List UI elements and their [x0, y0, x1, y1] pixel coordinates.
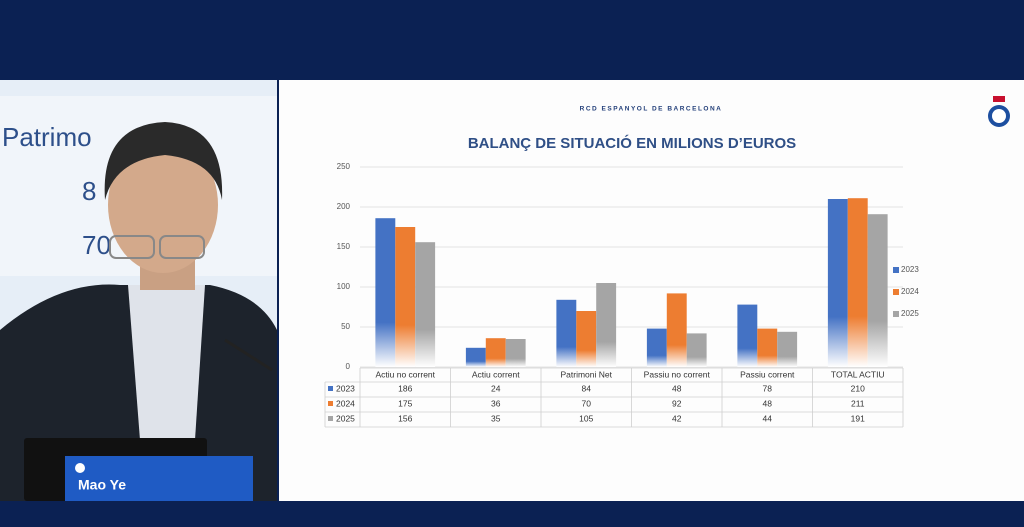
legend-label: 2023 [901, 265, 919, 274]
legend-swatch [893, 267, 899, 273]
shirt [128, 285, 205, 440]
table-value: 92 [672, 398, 682, 408]
bar [737, 304, 758, 367]
table-value: 191 [851, 413, 865, 423]
bar [556, 299, 577, 367]
bar [827, 199, 848, 367]
club-logo [988, 96, 1010, 127]
table-value: 44 [763, 413, 773, 423]
x-tick-label: Passiu no corrent [644, 369, 711, 379]
x-tick-label: TOTAL ACTIU [831, 369, 885, 379]
bar [395, 227, 416, 367]
table-value: 70 [582, 398, 592, 408]
table-value: 48 [672, 383, 682, 393]
bar [485, 338, 506, 367]
glasses [159, 235, 205, 259]
table-value: 84 [582, 383, 592, 393]
divider [277, 80, 279, 501]
backdrop-text: 70 [82, 230, 111, 260]
logo-inner [992, 109, 1006, 123]
table-value: 36 [491, 398, 501, 408]
bar [867, 214, 888, 367]
hair [104, 122, 223, 200]
x-tick-label: Actiu corrent [472, 369, 520, 379]
table-row-label: 2024 [336, 398, 355, 408]
microphone [224, 338, 273, 372]
table-value: 35 [491, 413, 501, 423]
bottom-band [0, 501, 1024, 527]
table-row-label: 2023 [336, 383, 355, 393]
legend-label: 2024 [901, 287, 919, 296]
table-value: 48 [763, 398, 773, 408]
bar [465, 347, 486, 367]
bar [375, 218, 396, 367]
table-swatch [328, 386, 333, 391]
video-feed: Patrimo 8 70 Mao Ye [0, 80, 277, 501]
tag-logo [75, 463, 85, 473]
table-value: 175 [398, 398, 412, 408]
bar [646, 328, 667, 367]
y-tick-label: 50 [341, 322, 350, 331]
bar [415, 242, 436, 367]
table-value: 24 [491, 383, 501, 393]
table-swatch [328, 401, 333, 406]
bar [757, 328, 778, 367]
head [108, 137, 218, 273]
table-row-label: 2025 [336, 413, 355, 423]
table-value: 78 [763, 383, 773, 393]
bar [505, 339, 526, 367]
glasses [109, 235, 155, 259]
table-value: 105 [579, 413, 593, 423]
chart-title: BALANÇ DE SITUACIÓ EN MILIONS D’EUROS [468, 134, 796, 152]
y-tick-label: 200 [337, 202, 351, 211]
slide-organization: RCD ESPANYOL DE BARCELONA [580, 106, 723, 113]
table-value: 211 [851, 398, 865, 408]
table-value: 210 [851, 383, 865, 393]
bar [666, 293, 687, 367]
bar [847, 198, 868, 367]
legend-swatch [893, 289, 899, 295]
y-tick-label: 0 [346, 362, 351, 371]
legend-swatch [893, 311, 899, 317]
logo-crown [993, 96, 1005, 102]
legend-label: 2025 [901, 309, 919, 318]
bar [777, 331, 798, 367]
name-tag [65, 456, 253, 501]
bar [686, 333, 707, 367]
bar [596, 283, 617, 367]
backdrop-text: Patrimo [2, 122, 92, 152]
y-tick-label: 250 [337, 162, 351, 171]
bar [576, 311, 597, 367]
table-value: 186 [398, 383, 412, 393]
backdrop-text: 8 [82, 176, 96, 206]
x-tick-label: Passiu corrent [740, 369, 795, 379]
y-tick-label: 100 [337, 282, 351, 291]
speaker-name: Mao Ye [78, 477, 126, 493]
table-value: 42 [672, 413, 682, 423]
table-swatch [328, 416, 333, 421]
x-tick-label: Patrimoni Net [561, 369, 613, 379]
y-tick-label: 150 [337, 242, 351, 251]
table-value: 156 [398, 413, 412, 423]
top-band [0, 0, 1024, 80]
x-tick-label: Actiu no corrent [375, 369, 435, 379]
